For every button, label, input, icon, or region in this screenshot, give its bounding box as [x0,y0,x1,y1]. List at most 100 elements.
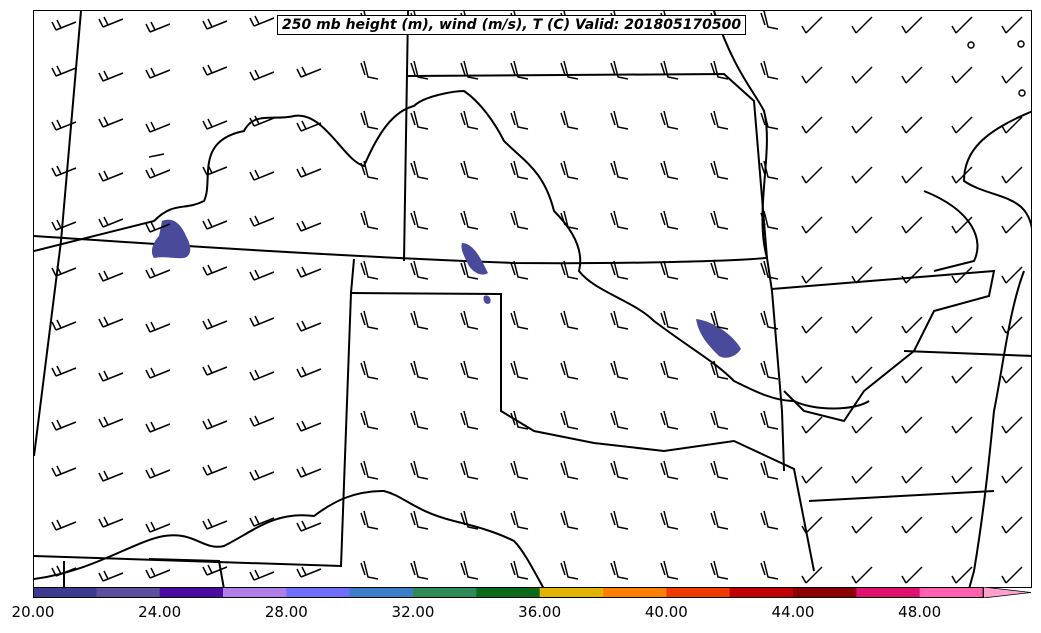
wind-barb [801,266,823,284]
wind-barb [901,266,923,284]
wind-barb [145,67,171,79]
wind-barb [51,19,77,31]
wind-barb [901,166,923,184]
contour-lines [34,89,870,587]
wind-barb [98,116,124,128]
wind-barb [1001,366,1023,384]
wind-barb [760,460,779,480]
wind-barb [249,115,275,127]
wind-barb [660,410,679,430]
wind-barb [460,560,479,580]
wind-barb [901,66,923,84]
wind-barb [951,66,973,84]
wind-barb [951,116,973,134]
border-line [771,269,996,423]
wind-barb [760,360,779,380]
wind-barb [901,116,923,134]
wind-barb [296,566,322,578]
colorbar-segment [666,587,731,598]
colorbar-segment [603,587,667,598]
wind-barb [851,16,873,34]
wind-barb [951,166,973,184]
wind-barb [710,110,729,130]
wind-barb [801,316,823,334]
wind-barb [360,260,379,280]
wind-barb [410,110,429,130]
temperature-fills [151,219,741,358]
wind-barb [560,410,579,430]
wind-barb [249,515,275,527]
wind-barb [410,310,429,330]
wind-barb [51,319,77,331]
wind-barb [851,316,873,334]
wind-barb [660,110,679,130]
wind-barb [249,469,275,481]
wind-barb [660,210,679,230]
wind-barb [901,566,923,584]
wind-barb [296,466,322,478]
colorbar-segment [793,587,857,598]
wind-barb [760,310,779,330]
wind-barb [1001,66,1023,84]
colorbar-outline [33,587,984,598]
wind-barb [801,366,823,384]
wind-barb [510,460,529,480]
wind-barb [610,160,629,180]
wind-barb [145,167,171,179]
wind-barb [460,60,479,80]
colorbar-segment [349,587,414,598]
border-line [34,235,767,265]
wind-barb [851,216,873,234]
wind-barb [1001,316,1023,334]
wind-barb [249,215,275,227]
wind-barb [851,166,873,184]
contour-line [34,89,870,410]
wind-barbs [51,11,1023,584]
wind-barb [145,221,171,233]
wind-barb [145,567,171,579]
wind-barb [460,410,479,430]
wind-barb [851,566,873,584]
wind-barb [660,160,679,180]
wind-barb [51,565,77,577]
colorbar-tick-label: 48.00 [898,603,942,621]
wind-barb [951,566,973,584]
wind-barb [560,560,579,580]
wind-barb [202,218,228,230]
wind-barb [560,510,579,530]
wind-barb [51,165,77,177]
wind-barb [851,466,873,484]
wind-barb [610,410,629,430]
wind-barb [145,521,171,533]
wind-barb [202,18,228,30]
colorbar-tick-label: 32.00 [391,603,435,621]
border-line [903,350,1031,357]
wind-barb [510,110,529,130]
wind-barb [951,366,973,384]
border-line [350,292,815,572]
wind-barb [510,360,529,380]
state-borders [34,11,1031,587]
wind-barb [202,518,228,530]
wind-barb [360,460,379,480]
wind-barb [202,64,228,76]
temp-blob [151,219,191,259]
wind-barb [801,16,823,34]
wind-barb [249,315,275,327]
wind-barb [560,160,579,180]
wind-barb [51,519,77,531]
wind-barb [1001,116,1023,134]
temp-blob [461,243,488,275]
border-line [766,257,785,472]
wind-barb [610,260,629,280]
wind-barb [1001,216,1023,234]
wind-barb [851,416,873,434]
wind-barb [760,410,779,430]
wind-barb [610,360,629,380]
wind-barb [951,16,973,34]
wind-barb [360,510,379,530]
wind-barb [296,66,322,78]
wind-barb [610,60,629,80]
wind-barb [801,466,823,484]
wind-barb [202,564,228,576]
